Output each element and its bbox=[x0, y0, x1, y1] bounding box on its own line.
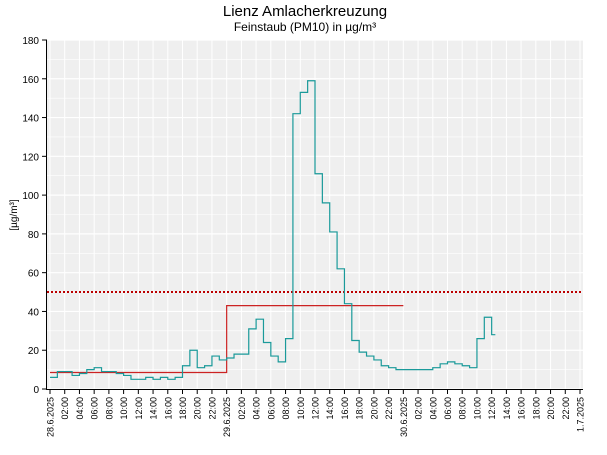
x-tick-label: 16:00 bbox=[517, 397, 527, 420]
daily-mean-line bbox=[50, 305, 404, 374]
x-tick-label: 22:00 bbox=[207, 397, 217, 420]
x-tick-label: 16:00 bbox=[340, 397, 350, 420]
x-tick-label: 10:00 bbox=[472, 397, 482, 420]
x-tick-label: 14:00 bbox=[325, 397, 335, 420]
x-tick-label: 12:00 bbox=[487, 397, 497, 420]
x-tick-label: 18:00 bbox=[355, 397, 365, 420]
x-tick-label: 02:00 bbox=[414, 397, 424, 420]
y-tick-label: 80 bbox=[28, 230, 40, 241]
y-tick-label: 120 bbox=[22, 152, 39, 163]
chart-title: Lienz Amlacherkreuzung bbox=[223, 3, 387, 20]
x-tick-label: 1.7.2025 bbox=[576, 397, 586, 432]
x-tick-label: 22:00 bbox=[561, 397, 571, 420]
x-tick-label: 04:00 bbox=[428, 397, 438, 420]
x-tick-label: 18:00 bbox=[531, 397, 541, 420]
y-tick-label: 100 bbox=[22, 191, 39, 202]
x-tick-label: 06:00 bbox=[90, 397, 100, 420]
y-tick-label: 40 bbox=[28, 307, 40, 318]
x-tick-label: 12:00 bbox=[311, 397, 321, 420]
x-tick-label: 04:00 bbox=[252, 397, 262, 420]
y-tick-label: 160 bbox=[22, 75, 39, 86]
x-tick-label: 02:00 bbox=[60, 397, 70, 420]
y-axis-label: [µg/m³] bbox=[9, 199, 20, 231]
x-tick-label: 14:00 bbox=[149, 397, 159, 420]
x-tick-label: 10:00 bbox=[119, 397, 129, 420]
chart-subtitle: Feinstaub (PM10) in µg/m³ bbox=[234, 20, 376, 34]
x-tick-label: 14:00 bbox=[502, 397, 512, 420]
x-tick-label: 12:00 bbox=[134, 397, 144, 420]
y-tick-label: 20 bbox=[28, 346, 40, 357]
x-tick-label: 10:00 bbox=[296, 397, 306, 420]
x-tick-label: 20:00 bbox=[546, 397, 556, 420]
y-tick-label: 60 bbox=[28, 269, 40, 280]
hourly-values-line bbox=[50, 80, 496, 380]
x-tick-label: 08:00 bbox=[104, 397, 114, 420]
x-tick-label: 06:00 bbox=[266, 397, 276, 420]
x-tick-label: 02:00 bbox=[237, 397, 247, 420]
x-tick-label: 08:00 bbox=[281, 397, 291, 420]
x-tick-label: 16:00 bbox=[163, 397, 173, 420]
x-tick-label: 30.6.2025 bbox=[399, 397, 409, 437]
x-tick-label: 04:00 bbox=[75, 397, 85, 420]
x-tick-label: 06:00 bbox=[443, 397, 453, 420]
x-tick-label: 18:00 bbox=[178, 397, 188, 420]
y-tick-label: 0 bbox=[33, 385, 39, 396]
x-tick-label: 20:00 bbox=[193, 397, 203, 420]
x-tick-label: 28.6.2025 bbox=[46, 397, 56, 437]
x-tick-label: 08:00 bbox=[458, 397, 468, 420]
x-tick-label: 22:00 bbox=[384, 397, 394, 420]
y-tick-label: 180 bbox=[22, 36, 39, 47]
y-tick-label: 140 bbox=[22, 114, 39, 125]
x-tick-label: 29.6.2025 bbox=[222, 397, 232, 437]
x-tick-label: 20:00 bbox=[369, 397, 379, 420]
